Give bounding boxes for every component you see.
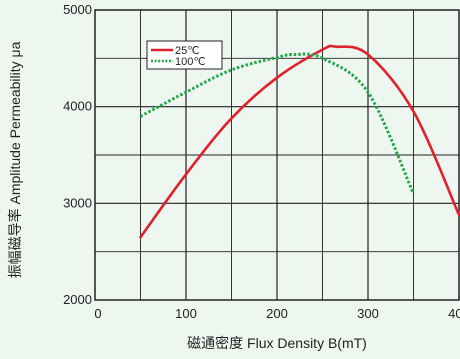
x-tick-label: 100 — [175, 306, 197, 321]
y-tick-label: 5000 — [63, 2, 92, 17]
x-tick-label: 300 — [357, 306, 379, 321]
legend-label: 25℃ — [175, 45, 200, 57]
plot-frame — [94, 9, 460, 301]
x-tick-label: 400 — [448, 306, 460, 321]
x-tick-label: 0 — [94, 306, 101, 321]
y-tick-labels: 2000 3000 4000 5000 — [63, 2, 92, 307]
series-line-red — [139, 44, 460, 239]
legend-label: 100℃ — [175, 56, 206, 68]
x-axis-label: 磁通密度 Flux Density B(mT) — [187, 335, 367, 351]
y-tick-label: 4000 — [63, 99, 92, 114]
y-axis-label: 振幅磁导率 Amplitude Permeability μa — [7, 41, 23, 278]
series-layer — [139, 44, 460, 239]
legend-box — [146, 40, 223, 70]
y-tick-label: 2000 — [63, 292, 92, 307]
series-line-green — [139, 52, 415, 195]
y-tick-label: 3000 — [63, 195, 92, 210]
x-tick-labels: 0 100 200 300 400 — [94, 306, 460, 321]
x-tick-label: 200 — [266, 306, 288, 321]
